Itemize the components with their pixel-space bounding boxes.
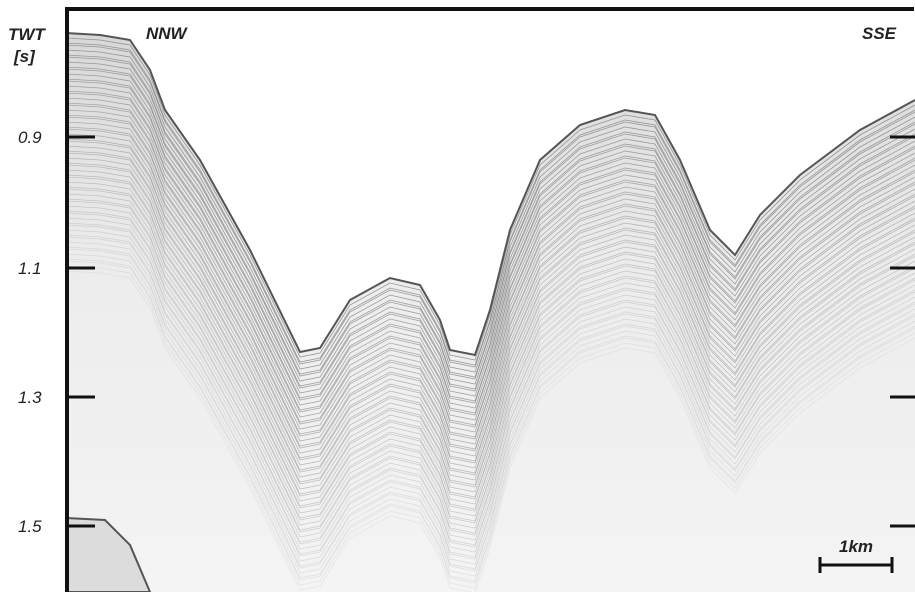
direction-left: NNW	[146, 24, 189, 43]
tick-label: 0.9	[18, 128, 42, 147]
tick-label: 1.1	[18, 259, 42, 278]
tick-label: 1.3	[18, 388, 42, 407]
direction-right: SSE	[862, 24, 897, 43]
axis-unit: [s]	[13, 47, 36, 66]
axis-title: TWT	[8, 25, 46, 44]
scale-bar-label: 1km	[839, 537, 873, 556]
seismic-section	[66, 32, 915, 592]
tick-label: 1.5	[18, 517, 42, 536]
scale-bar	[818, 557, 894, 573]
